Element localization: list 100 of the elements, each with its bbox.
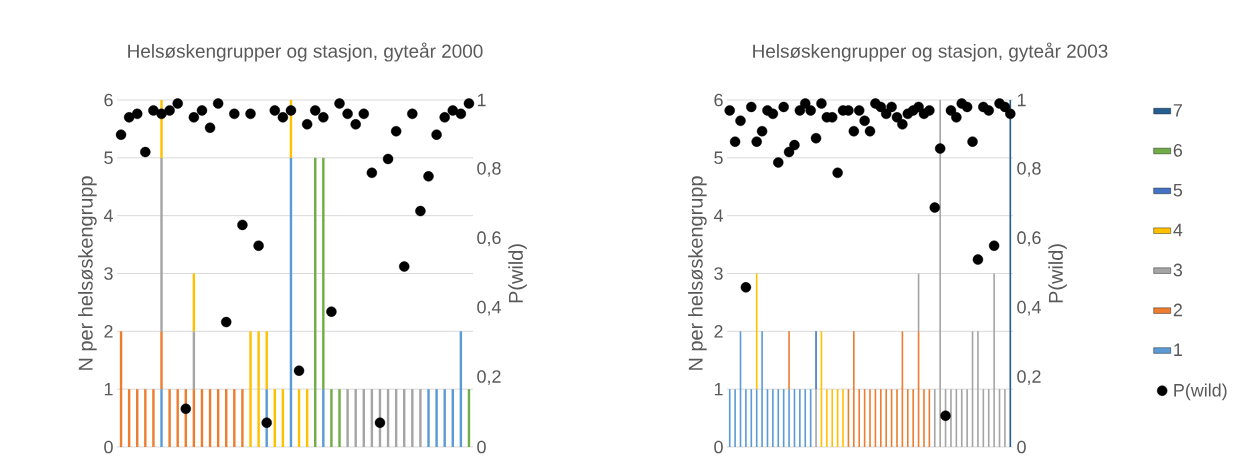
legend-label: 1	[1174, 343, 1182, 356]
point	[326, 306, 337, 317]
y2-tick-label: 0,4	[1017, 300, 1041, 316]
y-tick-label: 4	[103, 209, 113, 222]
point	[237, 219, 248, 231]
point	[934, 143, 946, 154]
bar	[322, 389, 325, 447]
bar	[233, 389, 236, 447]
point	[854, 105, 865, 116]
bar	[265, 331, 268, 390]
y-axis-title: N per helsøskengrupp	[78, 176, 97, 370]
bar	[144, 389, 147, 447]
bar	[427, 389, 430, 447]
chart-title: Helsøskengrupper og stasjon, gyteår 2003	[753, 42, 1108, 62]
point	[816, 98, 827, 109]
point	[972, 254, 984, 265]
point	[924, 105, 935, 116]
legend-label: P(wild)	[1174, 383, 1227, 401]
point	[204, 122, 216, 133]
point	[463, 98, 475, 109]
point	[810, 132, 822, 144]
point	[897, 119, 908, 130]
point	[988, 240, 1000, 251]
point	[783, 146, 795, 158]
bar	[443, 389, 446, 447]
y-tick-label: 1	[104, 382, 113, 396]
bar	[152, 389, 155, 447]
point	[301, 119, 313, 130]
bar	[168, 389, 171, 447]
point	[342, 108, 353, 120]
bar	[338, 389, 341, 447]
y2-tick-label: 1	[1017, 93, 1026, 107]
point	[350, 119, 361, 130]
y-tick-label: 2	[104, 325, 113, 338]
point	[951, 112, 962, 123]
legend-label: 5	[1173, 183, 1183, 197]
point	[212, 98, 224, 109]
point	[881, 108, 892, 120]
point	[407, 108, 418, 120]
point	[390, 126, 402, 137]
chart-title: Helsøskengrupper og stasjon, gyteår 2000	[128, 42, 483, 62]
point	[245, 108, 256, 120]
legend-label: 7	[1173, 104, 1182, 117]
y2-tick-label: 0,4	[477, 300, 501, 316]
point	[859, 115, 870, 127]
point	[164, 105, 175, 116]
y2-tick-label: 1	[477, 93, 486, 107]
point	[140, 146, 151, 158]
point	[132, 108, 143, 120]
y-axis-title: N per helsøskengrupp	[688, 176, 707, 370]
point	[789, 139, 800, 151]
legend-label: 3	[1173, 263, 1183, 277]
bar	[435, 389, 438, 447]
bar	[330, 389, 333, 447]
point	[439, 112, 450, 123]
point	[999, 101, 1011, 113]
point	[310, 105, 321, 116]
point	[431, 129, 442, 140]
point	[188, 112, 200, 123]
point	[148, 105, 159, 116]
point	[334, 98, 345, 109]
bar	[346, 389, 349, 447]
bar	[249, 331, 252, 447]
point	[374, 417, 386, 428]
point	[751, 136, 762, 147]
point	[293, 365, 305, 376]
y2-tick-label: 0,2	[1017, 370, 1041, 385]
point	[180, 403, 191, 415]
bar	[160, 331, 163, 390]
point	[729, 136, 741, 147]
bar	[160, 389, 163, 447]
y-tick-label: 2	[714, 325, 723, 338]
y2-axis-title: P(wild)	[508, 244, 527, 303]
point	[285, 105, 297, 116]
point	[740, 282, 752, 293]
point	[778, 101, 789, 113]
bar	[257, 331, 260, 447]
bar	[354, 389, 357, 447]
point	[767, 108, 779, 120]
point	[961, 101, 973, 113]
point	[415, 205, 426, 217]
y2-tick-label: 0	[477, 440, 486, 454]
point	[123, 112, 135, 123]
point	[269, 105, 280, 116]
point	[848, 126, 860, 137]
y2-tick-label: 0,2	[477, 370, 501, 385]
y-tick-label: 6	[714, 93, 723, 107]
point	[746, 101, 757, 113]
point	[229, 108, 240, 120]
point	[277, 112, 289, 123]
point	[253, 240, 264, 251]
y2-axis-title: P(wild)	[1048, 244, 1067, 303]
point	[891, 112, 903, 123]
point	[945, 105, 957, 116]
legend-label: 4	[1173, 223, 1183, 237]
bar	[322, 157, 325, 390]
point	[875, 101, 886, 113]
point	[399, 261, 410, 272]
y-tick-label: 1	[714, 382, 723, 396]
bar	[411, 389, 414, 447]
